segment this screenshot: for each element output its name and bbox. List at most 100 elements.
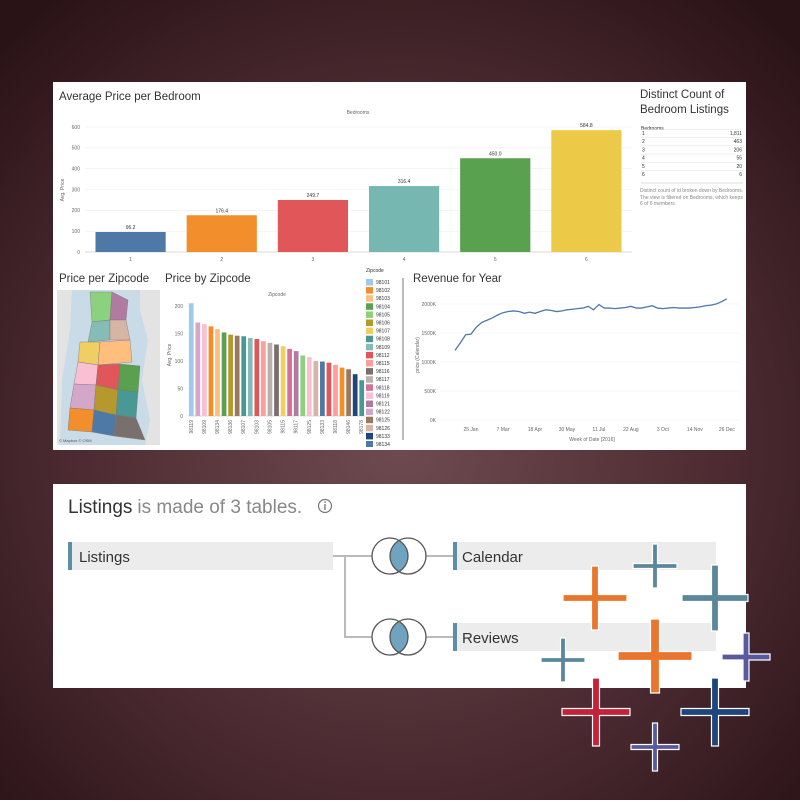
bar [277,199,349,252]
value-label: 316.4 [398,179,411,185]
y-tick-label: 600 [72,125,81,131]
bar [293,351,299,416]
x-tick-label: 26 Dec [719,427,735,433]
map-region [67,407,95,433]
line [454,298,728,351]
source-suffix: is made of 3 tables. [137,497,302,518]
bar [287,348,292,416]
table-note: Distinct count of id broken down by Bedr… [640,188,744,207]
bar [280,346,286,416]
x-tick-label: 3 Oct [657,427,670,433]
legend-swatch [366,441,373,447]
y-tick-label: 0 [77,250,80,256]
map-region [73,361,99,386]
value-label: 584.8 [580,123,593,129]
join-icon[interactable] [371,537,427,575]
legend-swatch [366,287,373,294]
x-tick-label: 98178 [359,420,365,434]
value-label: 176.4 [215,208,228,214]
bar [300,355,306,416]
x-tick-label: 98105 [267,420,273,434]
x-tick-label: 98103 [254,420,260,434]
legend-label: 98134 [376,442,390,448]
bar [188,303,194,416]
table-cell: 1,811 [730,131,742,137]
x-tick-label: 1 [129,257,132,263]
table-note-box: Distinct count of id broken down by Bedr… [640,188,744,207]
legend-label: 98117 [376,377,390,383]
map-region [69,383,97,411]
bar [261,341,266,416]
x-tick-label: 22 Aug [623,427,639,433]
map-title: Price per Zipcode [59,273,149,285]
bar [221,332,227,416]
bar [551,130,622,252]
y-tick-label: 1000K [422,360,437,366]
map-attribution: © Mapbox © OSM [59,438,92,443]
logo-cross [680,677,750,747]
bar [460,158,531,252]
legend-label: 98126 [376,426,390,432]
legend-swatch [366,351,373,359]
bar [306,357,312,416]
legend-swatch [366,311,373,318]
y-tick-label: 100 [175,359,184,365]
logo-cross [540,637,586,683]
map-land [57,290,72,445]
legend-swatch [366,295,373,302]
value-label: 249.7 [307,193,320,199]
join-icon[interactable] [371,618,427,656]
legend-swatch [366,343,373,351]
bar [333,364,338,416]
legend-label: 98133 [376,434,390,440]
map-region [113,414,146,441]
legend-swatch [366,392,373,399]
bar [320,361,325,416]
legend-swatch [366,424,373,432]
legend-swatch [366,368,373,375]
legend-swatch [366,319,373,326]
x-tick-label: 98115 [281,420,287,434]
x-tick-label: 18 Apr [528,427,543,433]
table-title-box: Distinct Count of Bedroom Listings [640,89,729,116]
map-region [93,384,119,416]
legend-swatch [366,376,373,383]
legend-label: 98108 [376,337,390,343]
bar [241,336,247,416]
pill-bg [453,623,716,651]
legend-label: 98125 [376,418,390,424]
info-icon[interactable] [317,498,333,514]
table-cell: 5 [642,164,645,170]
pill-stripe [453,623,457,651]
join-circle [389,618,427,656]
legend-label: 98107 [376,329,390,335]
table-pill[interactable]: Listings [68,542,333,570]
legend-label: 98105 [376,312,390,318]
dashboard-panel [53,82,746,450]
chart-title: Revenue for Year [413,273,502,285]
chart-title: Price by Zipcode [165,273,251,285]
y-tick-label: 50 [177,386,183,392]
bar [274,344,279,416]
y-axis-title: Avg. Price [60,178,66,201]
pill-bg [68,542,333,570]
map-region [77,341,101,366]
x-axis-title: Bedrooms [347,110,370,116]
logo-cross [681,564,749,632]
legend-label: 98109 [376,345,390,351]
legend-label: 98103 [376,296,390,302]
info-dot [324,501,326,503]
x-tick-label: 4 [403,257,406,263]
bar [313,361,319,416]
legend-label: 98119 [376,393,390,399]
bar [352,374,358,416]
x-tick-label: 98146 [346,420,352,434]
table-pill[interactable]: Reviews [453,623,716,651]
legend-label: 98102 [376,288,390,294]
logo-cross [630,722,680,772]
legend-swatch [366,360,373,367]
bar [359,380,365,416]
x-tick-label: 14 Nov [687,427,703,433]
table-cell: 463 [734,139,743,145]
